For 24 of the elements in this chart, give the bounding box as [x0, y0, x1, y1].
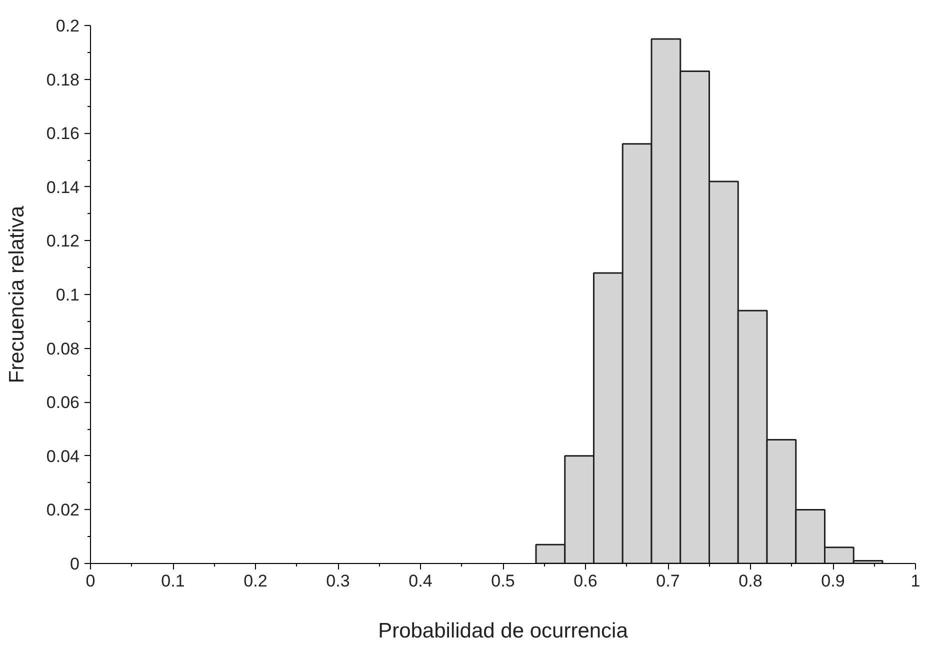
x-axis-title: Probabilidad de ocurrencia — [378, 620, 628, 642]
x-tick-label: 0.1 — [161, 572, 185, 590]
y-tick-label: 0 — [70, 554, 80, 574]
y-tick-label: 0.06 — [46, 393, 80, 412]
y-tick-label: 0.08 — [46, 339, 80, 358]
y-tick-label: 0.18 — [46, 70, 80, 90]
x-tick-label: 0.9 — [821, 572, 845, 590]
y-tick-label: 0.2 — [56, 16, 80, 36]
y-tick-label: 0.14 — [46, 178, 80, 197]
y-tick-label: 0.16 — [46, 124, 80, 144]
x-tick-label: 0.4 — [408, 572, 432, 590]
x-tick-label: 0.2 — [244, 572, 268, 590]
x-tick-label: 0.5 — [491, 572, 515, 590]
y-tick-label: 0.04 — [46, 446, 80, 466]
x-tick-label: 0.7 — [656, 572, 680, 590]
y-tick-label: 0.12 — [46, 232, 80, 251]
y-tick-label: 0.02 — [46, 500, 80, 520]
y-tick-label: 0.1 — [56, 286, 80, 304]
x-tick-label: 0.8 — [738, 572, 762, 590]
x-tick-label: 1 — [910, 572, 920, 590]
x-tick-label: 0 — [86, 572, 96, 590]
x-tick-label: 0.6 — [574, 572, 598, 590]
y-axis-title: Frecuencia relativa — [5, 205, 28, 384]
x-tick-label: 0.3 — [326, 572, 350, 590]
